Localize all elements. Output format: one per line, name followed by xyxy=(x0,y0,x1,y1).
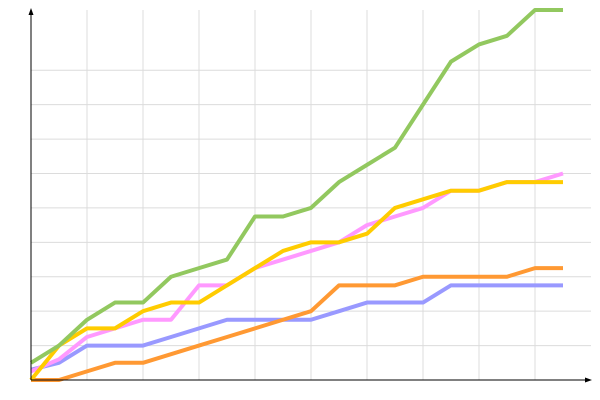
series-line xyxy=(31,266,563,382)
series-line xyxy=(29,180,563,382)
series-line xyxy=(29,8,563,365)
series-line xyxy=(30,171,564,374)
x-axis-arrow xyxy=(585,377,592,383)
series-line xyxy=(30,283,563,372)
y-axis-arrow xyxy=(28,8,34,15)
